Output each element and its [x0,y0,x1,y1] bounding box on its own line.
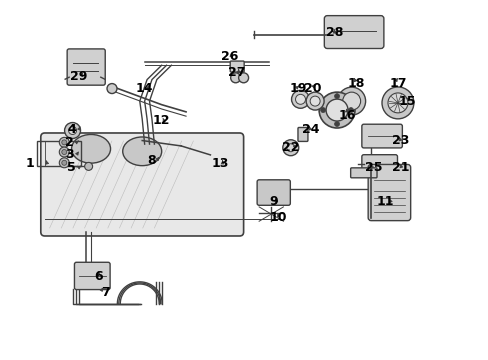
Circle shape [295,94,305,104]
Text: 4: 4 [67,123,76,136]
Text: 20: 20 [304,82,321,95]
Text: 14: 14 [136,82,153,95]
Text: 16: 16 [337,109,355,122]
Circle shape [291,90,309,108]
Text: 19: 19 [289,82,306,95]
FancyBboxPatch shape [41,133,243,236]
Circle shape [61,140,67,145]
Text: 2: 2 [64,136,73,149]
Circle shape [230,73,240,83]
Text: 5: 5 [67,161,76,174]
Text: 21: 21 [391,161,408,174]
Ellipse shape [71,134,110,163]
Text: 6: 6 [94,270,102,283]
Circle shape [305,92,324,110]
Circle shape [320,108,325,113]
Bar [38,141,81,166]
Text: 22: 22 [282,141,299,154]
Ellipse shape [122,137,162,166]
Text: 18: 18 [347,77,365,90]
Text: 28: 28 [325,27,343,40]
FancyBboxPatch shape [367,165,410,221]
Text: 15: 15 [398,95,416,108]
Circle shape [319,92,354,128]
Circle shape [64,122,81,139]
Circle shape [107,84,117,94]
FancyBboxPatch shape [350,168,376,178]
Circle shape [334,94,339,99]
Text: 9: 9 [269,195,278,208]
Circle shape [309,96,320,106]
Text: 8: 8 [147,154,156,167]
Circle shape [325,99,347,121]
Text: 13: 13 [211,157,228,170]
Circle shape [59,158,69,168]
Text: 11: 11 [376,195,394,208]
Text: 7: 7 [101,287,110,300]
Circle shape [84,162,92,170]
Circle shape [61,149,67,154]
Circle shape [61,160,67,165]
Circle shape [381,87,413,119]
Text: 26: 26 [221,50,238,63]
Circle shape [334,122,339,126]
Circle shape [238,73,248,83]
Circle shape [348,108,353,113]
Circle shape [337,87,365,115]
Circle shape [68,126,77,135]
FancyBboxPatch shape [257,180,290,205]
Text: 29: 29 [70,69,87,82]
Text: 12: 12 [153,114,170,127]
Text: 3: 3 [65,148,73,161]
FancyBboxPatch shape [361,155,397,173]
FancyBboxPatch shape [361,124,402,148]
FancyBboxPatch shape [297,127,307,141]
Circle shape [59,138,69,147]
Circle shape [342,92,360,110]
Text: 23: 23 [391,134,408,147]
Circle shape [282,140,298,156]
Text: 1: 1 [26,157,35,170]
Circle shape [387,93,407,113]
Text: 24: 24 [301,123,318,136]
FancyBboxPatch shape [324,15,383,49]
Text: 17: 17 [388,77,406,90]
Circle shape [286,144,294,152]
FancyBboxPatch shape [74,262,110,289]
Text: 27: 27 [228,66,245,79]
FancyBboxPatch shape [230,61,244,72]
FancyBboxPatch shape [67,49,105,85]
Text: 10: 10 [269,211,287,224]
Circle shape [59,147,69,157]
Text: 25: 25 [364,161,382,174]
